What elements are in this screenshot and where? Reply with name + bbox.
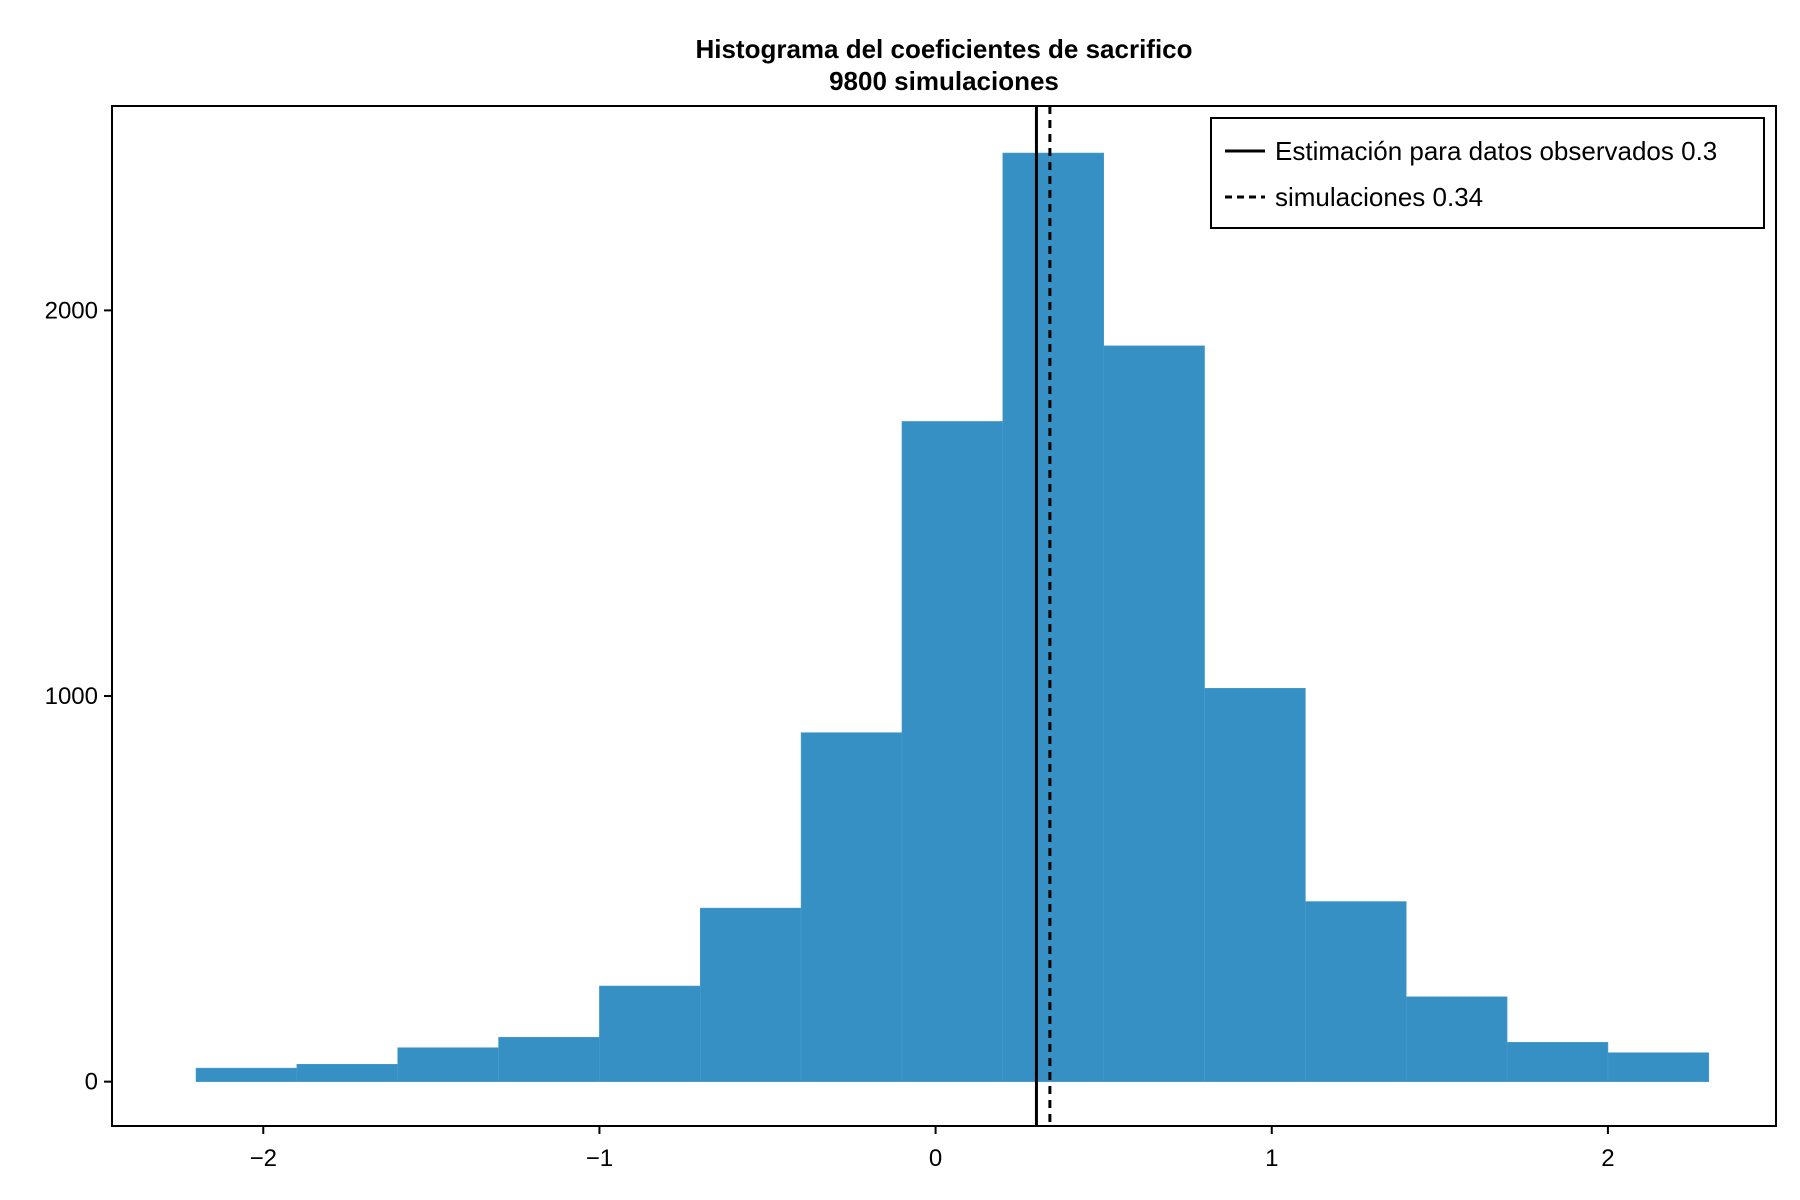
x-tick-label: −2: [250, 1145, 277, 1172]
plot-frame: [111, 105, 1777, 1127]
x-axis: −2 −1 0 1 2: [250, 1126, 1615, 1172]
x-tick-label: 0: [929, 1145, 942, 1172]
histogram-bar-9: [1103, 345, 1205, 1082]
legend-label-simulations: simulaciones 0.34: [1275, 182, 1483, 212]
histogram-bar-6: [800, 732, 903, 1082]
legend-label-observed: Estimación para datos observados 0.3: [1275, 136, 1717, 166]
histogram-bar-4: [599, 985, 701, 1082]
histogram-bar-5: [699, 907, 802, 1082]
reference-lines: [1034, 106, 1052, 1126]
histogram-bar-10: [1204, 688, 1306, 1082]
histogram-bar-11: [1305, 901, 1407, 1082]
histogram-bars: [195, 152, 1710, 1082]
chart-subtitle: 9800 simulaciones: [829, 66, 1059, 96]
legend-box: [1210, 117, 1765, 229]
y-tick-label: 1000: [45, 683, 98, 710]
histogram-bar-14: [1607, 1052, 1710, 1082]
histogram-bar-13: [1506, 1042, 1609, 1082]
y-tick-label: 2000: [45, 297, 98, 324]
histogram-bar-8: [1002, 152, 1104, 1082]
histogram-bar-2: [397, 1047, 499, 1082]
histogram-bar-7: [901, 421, 1004, 1082]
x-tick-label: 2: [1601, 1145, 1614, 1172]
histogram-bar-1: [296, 1063, 399, 1082]
chart-title: Histograma del coeficientes de sacrifico: [695, 34, 1192, 64]
histogram-bar-12: [1405, 996, 1508, 1082]
y-axis: 0 1000 2000: [45, 297, 112, 1096]
x-tick-label: 1: [1265, 1145, 1278, 1172]
histogram-bar-3: [498, 1037, 600, 1082]
histogram-bar-0: [195, 1067, 298, 1082]
y-tick-label: 0: [85, 1069, 98, 1096]
x-tick-label: −1: [586, 1145, 613, 1172]
legend: Estimación para datos observados 0.3 sim…: [1210, 117, 1765, 229]
